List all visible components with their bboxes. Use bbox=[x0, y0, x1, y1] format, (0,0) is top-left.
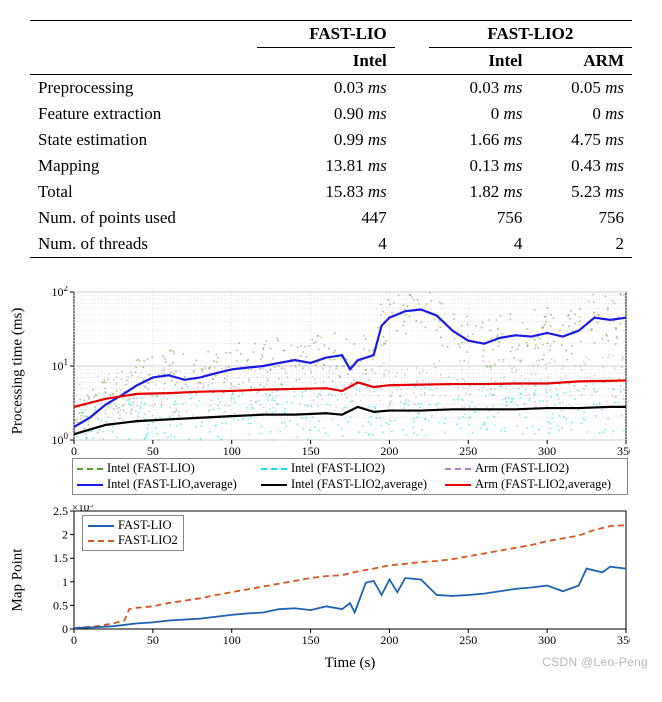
map-point-chart: Map Point FAST-LIOFAST-LIO2 050100150200… bbox=[30, 505, 630, 655]
row-label: Num. of threads bbox=[30, 231, 257, 258]
row-label: Num. of points used bbox=[30, 205, 257, 231]
svg-text:350: 350 bbox=[617, 444, 630, 456]
svg-text:100: 100 bbox=[223, 633, 241, 647]
svg-text:150: 150 bbox=[302, 633, 320, 647]
cell: 0.13 ms bbox=[429, 153, 531, 179]
svg-text:2: 2 bbox=[62, 528, 68, 542]
row-label: Mapping bbox=[30, 153, 257, 179]
legend-item: Arm (FAST-LIO2) bbox=[445, 461, 623, 476]
timing-table: FAST-LIO FAST-LIO2 Intel Intel ARM Prepr… bbox=[30, 20, 632, 258]
cell: 447 bbox=[257, 205, 395, 231]
cell: 15.83 ms bbox=[257, 179, 395, 205]
cell: 4 bbox=[429, 231, 531, 258]
svg-text:2.5: 2.5 bbox=[53, 505, 68, 518]
col-fastlio: FAST-LIO bbox=[257, 21, 395, 48]
svg-text:0: 0 bbox=[62, 622, 68, 636]
legend-item: Intel (FAST-LIO2,average) bbox=[261, 477, 439, 492]
chart2-legend: FAST-LIOFAST-LIO2 bbox=[82, 515, 184, 551]
cell: 0.90 ms bbox=[257, 101, 395, 127]
cell: 0.43 ms bbox=[530, 153, 632, 179]
svg-text:300: 300 bbox=[538, 633, 556, 647]
svg-text:101: 101 bbox=[52, 357, 69, 373]
svg-text:250: 250 bbox=[459, 444, 477, 456]
svg-text:50: 50 bbox=[147, 444, 159, 456]
svg-text:250: 250 bbox=[459, 633, 477, 647]
chart2-ylabel: Map Point bbox=[10, 549, 27, 612]
cell: 4 bbox=[257, 231, 395, 258]
svg-text:0.5: 0.5 bbox=[53, 598, 68, 612]
svg-text:102: 102 bbox=[52, 286, 69, 299]
cell: 4.75 ms bbox=[530, 127, 632, 153]
row-label: Preprocessing bbox=[30, 75, 257, 102]
svg-text:100: 100 bbox=[223, 444, 241, 456]
svg-text:50: 50 bbox=[147, 633, 159, 647]
cell: 0.99 ms bbox=[257, 127, 395, 153]
svg-text:1.5: 1.5 bbox=[53, 551, 68, 565]
svg-text:×105: ×105 bbox=[72, 505, 93, 514]
chart1-ylabel: Processing time (ms) bbox=[10, 308, 27, 435]
row-label: State estimation bbox=[30, 127, 257, 153]
svg-text:150: 150 bbox=[302, 444, 320, 456]
cell: 1.66 ms bbox=[429, 127, 531, 153]
cell: 5.23 ms bbox=[530, 179, 632, 205]
svg-text:0: 0 bbox=[71, 633, 77, 647]
cell: 756 bbox=[530, 205, 632, 231]
svg-text:350: 350 bbox=[617, 633, 630, 647]
legend-item: FAST-LIO bbox=[88, 518, 178, 533]
legend-item: Arm (FAST-LIO2,average) bbox=[445, 477, 623, 492]
row-label: Feature extraction bbox=[30, 101, 257, 127]
legend-item: Intel (FAST-LIO,average) bbox=[77, 477, 255, 492]
legend-item: FAST-LIO2 bbox=[88, 533, 178, 548]
col-fastlio2: FAST-LIO2 bbox=[429, 21, 632, 48]
legend-item: Intel (FAST-LIO2) bbox=[261, 461, 439, 476]
cell: 2 bbox=[530, 231, 632, 258]
svg-text:200: 200 bbox=[380, 444, 398, 456]
sub-intel1: Intel bbox=[257, 48, 395, 75]
cell: 0.03 ms bbox=[257, 75, 395, 102]
chart1-legend: Intel (FAST-LIO) Intel (FAST-LIO2) Arm (FA… bbox=[72, 458, 628, 495]
sub-intel2: Intel bbox=[429, 48, 531, 75]
svg-text:1: 1 bbox=[62, 575, 68, 589]
cell: 1.82 ms bbox=[429, 179, 531, 205]
cell: 0.05 ms bbox=[530, 75, 632, 102]
processing-time-chart: Processing time (ms) 0501001502002503003… bbox=[30, 286, 630, 456]
svg-text:100: 100 bbox=[52, 431, 69, 447]
cell: 756 bbox=[429, 205, 531, 231]
svg-text:200: 200 bbox=[380, 633, 398, 647]
cell: 0.03 ms bbox=[429, 75, 531, 102]
row-label: Total bbox=[30, 179, 257, 205]
sub-arm: ARM bbox=[530, 48, 632, 75]
watermark: CSDN @Leo-Peng bbox=[542, 655, 648, 669]
legend-item: Intel (FAST-LIO) bbox=[77, 461, 255, 476]
cell: 13.81 ms bbox=[257, 153, 395, 179]
svg-text:0: 0 bbox=[71, 444, 77, 456]
cell: 0 ms bbox=[530, 101, 632, 127]
cell: 0 ms bbox=[429, 101, 531, 127]
svg-text:300: 300 bbox=[538, 444, 556, 456]
